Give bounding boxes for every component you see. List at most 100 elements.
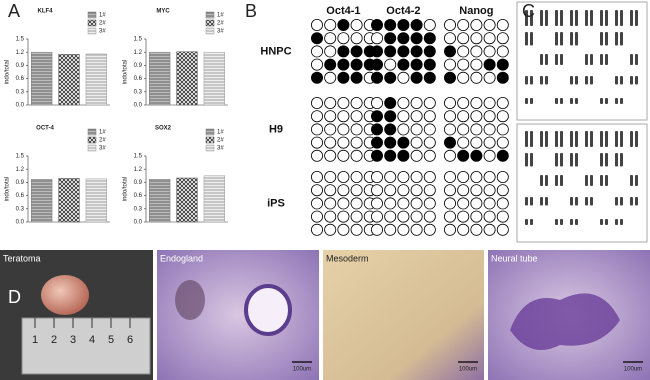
cpg-site	[324, 170, 337, 183]
cpg-site	[410, 97, 423, 110]
chromosome	[560, 54, 563, 65]
chromosome	[605, 131, 608, 147]
cpg-site	[457, 136, 470, 149]
cpg-site	[310, 210, 323, 223]
cpg-site	[423, 210, 436, 223]
cpg-site	[337, 223, 350, 236]
legend-swatch	[205, 144, 215, 152]
chromosome	[525, 10, 528, 26]
cpg-site	[496, 18, 509, 31]
chromosome	[615, 197, 618, 206]
cpg-site	[457, 32, 470, 45]
y-tick-label: 0.0	[16, 220, 25, 226]
cpg-site	[443, 18, 456, 31]
chromosome	[620, 10, 623, 26]
y-tick-label: 1.2	[16, 167, 25, 173]
cpg-site	[397, 149, 410, 162]
y-tick-label: 0.6	[134, 76, 143, 82]
panel-label: B	[245, 1, 257, 21]
chromosome	[605, 98, 608, 104]
cpg-site	[397, 45, 410, 58]
cpg-site	[410, 223, 423, 236]
cpg-site	[370, 149, 383, 162]
chromosome	[525, 131, 528, 147]
cpg-site	[350, 97, 363, 110]
cpg-site	[397, 18, 410, 31]
cpg-site	[496, 45, 509, 58]
chromosome	[605, 175, 608, 186]
chromosome	[555, 98, 558, 104]
y-axis-label: indo/total	[5, 177, 11, 201]
cpg-site	[370, 170, 383, 183]
cpg-site	[423, 110, 436, 123]
chromosome	[605, 219, 608, 225]
cpg-site	[470, 184, 483, 197]
cpg-site	[410, 110, 423, 123]
legend-swatch	[205, 128, 215, 136]
cpg-site	[370, 123, 383, 136]
legend-swatch	[205, 11, 215, 19]
chromosome	[530, 153, 533, 167]
legend-swatch	[87, 128, 97, 136]
bar	[85, 53, 107, 106]
cpg-site	[310, 136, 323, 149]
cpg-site	[410, 170, 423, 183]
chromosome	[575, 98, 578, 104]
chromosome	[605, 10, 608, 26]
bar	[149, 51, 171, 106]
bar	[58, 178, 80, 223]
cpg-site	[496, 149, 509, 162]
legend-swatch	[87, 144, 97, 152]
cpg-site	[310, 58, 323, 71]
cpg-site	[397, 97, 410, 110]
chromosome	[525, 153, 528, 167]
chromosome	[635, 175, 638, 186]
chromosome	[530, 197, 533, 206]
legend-swatch	[205, 19, 215, 27]
cpg-site	[324, 18, 337, 31]
cpg-site	[310, 32, 323, 45]
cpg-site	[443, 170, 456, 183]
row-label: H9	[269, 123, 283, 135]
chromosome	[570, 197, 573, 206]
chromosome	[620, 197, 623, 206]
legend-label: 3#	[217, 29, 224, 35]
chromosome	[545, 197, 548, 206]
cpg-site	[443, 197, 456, 210]
chromosome	[600, 131, 603, 147]
cpg-site	[483, 223, 496, 236]
chromosome	[570, 153, 573, 167]
cpg-site	[443, 32, 456, 45]
chromosome	[600, 175, 603, 186]
chart-title: KLF4	[38, 9, 54, 15]
chromosome	[545, 76, 548, 85]
ruler-number: 2	[51, 334, 57, 346]
cpg-site	[350, 45, 363, 58]
cpg-site	[470, 223, 483, 236]
cpg-site	[457, 197, 470, 210]
cpg-site	[337, 149, 350, 162]
chromosome	[585, 175, 588, 186]
chromosome	[575, 76, 578, 85]
y-axis-label: indo/total	[123, 177, 129, 201]
cpg-site	[410, 184, 423, 197]
cpg-site	[483, 149, 496, 162]
cpg-site	[384, 32, 397, 45]
cpg-site	[337, 97, 350, 110]
cpg-site	[496, 71, 509, 84]
chromosome	[590, 76, 593, 85]
chromosome	[605, 32, 608, 46]
legend-label: 1#	[217, 13, 224, 19]
cpg-site	[423, 184, 436, 197]
cpg-site	[470, 97, 483, 110]
cpg-site	[337, 32, 350, 45]
column-header: Nanog	[459, 5, 493, 17]
teratoma-photo	[41, 275, 89, 315]
ruler-number: 3	[70, 334, 76, 346]
chromosome	[615, 32, 618, 46]
column-header: Oct4-2	[386, 5, 420, 17]
cpg-site	[496, 197, 509, 210]
y-tick-label: 0.9	[16, 63, 25, 69]
y-tick-label: 0.3	[134, 89, 143, 95]
cpg-site	[483, 210, 496, 223]
